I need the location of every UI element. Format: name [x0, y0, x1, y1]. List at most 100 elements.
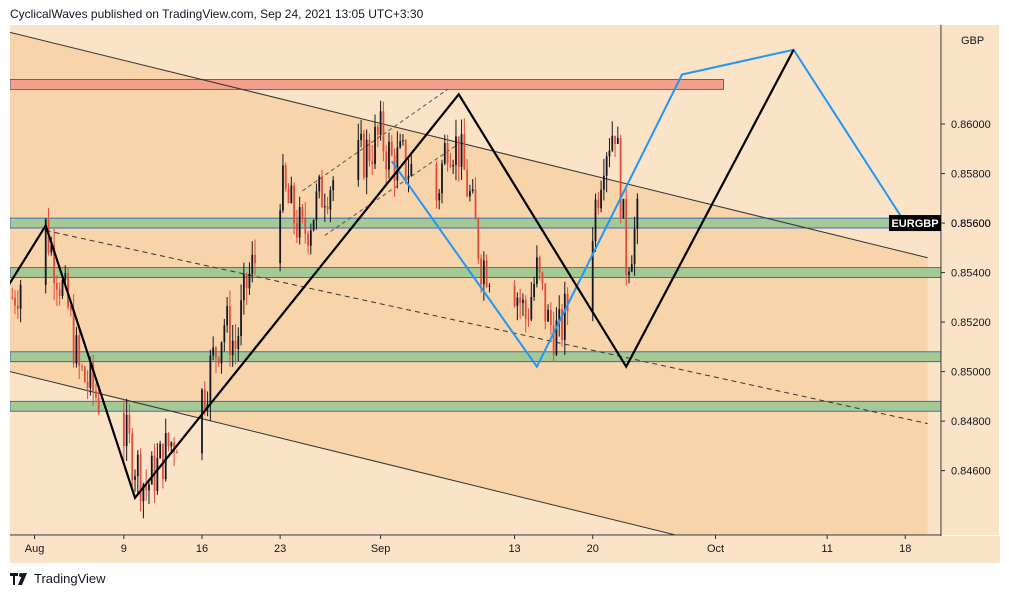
time-tick-label: Oct: [707, 543, 724, 555]
candle-body: [83, 367, 86, 383]
candle-body: [538, 257, 541, 273]
candle-body: [446, 143, 449, 164]
candle-body: [357, 140, 360, 181]
candle-body: [555, 320, 558, 355]
candle-body: [89, 362, 92, 388]
candle-body: [368, 139, 371, 161]
candle-body: [552, 325, 555, 355]
candle-body: [44, 219, 47, 285]
candle-body: [622, 198, 625, 219]
candle-body: [527, 319, 530, 321]
candle-body: [212, 347, 215, 356]
candle-body: [402, 140, 404, 142]
candle-body: [284, 165, 287, 189]
candle-body: [50, 245, 53, 253]
candle-body: [597, 199, 600, 209]
candle-body: [251, 254, 254, 274]
candle-body: [304, 217, 307, 234]
candle-body: [474, 189, 477, 220]
candle-body: [240, 300, 242, 336]
time-tick-label: 20: [587, 543, 599, 555]
candle-body: [385, 151, 388, 170]
currency-label: GBP: [961, 35, 984, 47]
candle-body: [201, 389, 203, 454]
candle-body: [480, 258, 482, 285]
candle-body: [558, 309, 561, 321]
candle-body: [594, 199, 597, 242]
time-tick-label: 11: [821, 543, 832, 555]
candle-body: [215, 347, 217, 358]
candle-body: [441, 163, 443, 194]
candle-body: [636, 198, 639, 229]
candle-body: [516, 297, 519, 307]
candle-body: [295, 222, 298, 238]
candle-body: [326, 206, 329, 210]
support-resistance-zones: [10, 79, 941, 412]
candle-body: [323, 206, 326, 208]
tradingview-branding[interactable]: TradingView: [10, 571, 106, 586]
price-tick-label: 0.84600: [951, 466, 991, 478]
candle-body: [248, 273, 251, 289]
candle-body: [388, 141, 390, 170]
candle-body: [128, 414, 131, 434]
candle-body: [524, 299, 527, 320]
candle-body: [535, 257, 538, 284]
candle-body: [625, 198, 628, 276]
candle-body: [455, 136, 457, 166]
symbol-label: EURGBP: [891, 218, 938, 230]
support-zone-3: [10, 351, 941, 363]
price-axis-bg: [942, 25, 999, 535]
candle-body: [209, 355, 212, 405]
candle-body: [164, 433, 167, 480]
candle-body: [122, 413, 125, 447]
candle-body: [309, 230, 312, 246]
price-tick-label: 0.85600: [951, 218, 991, 230]
candle-body: [55, 283, 58, 290]
candle-body: [457, 136, 460, 167]
candle-body: [167, 433, 170, 447]
candle-body: [362, 133, 365, 178]
channel-lower-line: [10, 371, 678, 535]
candle-body: [382, 111, 385, 152]
candle-body: [11, 297, 14, 299]
candle-body: [602, 175, 605, 190]
candle-body: [365, 139, 368, 178]
candle-body: [533, 283, 536, 298]
time-tick-label: 23: [274, 543, 286, 555]
harmonic-patterns: [10, 48, 907, 501]
candle-body: [254, 254, 256, 264]
price-tick-label: 0.85400: [951, 268, 991, 280]
candle-body: [591, 241, 594, 312]
candle-body: [234, 340, 237, 350]
candle-body: [561, 309, 563, 340]
candle-body: [245, 273, 248, 289]
time-tick-label: 13: [508, 543, 520, 555]
candle-body: [298, 207, 301, 238]
candle-body: [469, 191, 471, 197]
candle-body: [449, 163, 452, 167]
candle-body: [549, 309, 552, 326]
candle-body: [628, 271, 630, 276]
candle-body: [463, 134, 466, 170]
chart-attribution: CyclicalWaves published on TradingView.c…: [10, 7, 424, 21]
candle-body: [452, 165, 455, 167]
time-tick-label: Sep: [371, 543, 391, 555]
time-axis-bg: [10, 536, 1000, 563]
candle-body: [53, 245, 55, 284]
candle-body: [159, 443, 162, 459]
candle-body: [14, 297, 16, 306]
candle-body: [547, 309, 549, 322]
candle-body: [282, 165, 284, 211]
candle-body: [145, 484, 148, 491]
candle-body: [92, 362, 95, 392]
blue-pattern-line: [390, 48, 907, 369]
candle-body: [231, 340, 234, 356]
candle-body: [321, 176, 323, 208]
candle-body: [97, 397, 100, 414]
candle-body: [64, 273, 67, 280]
time-tick-label: 9: [121, 543, 127, 555]
candle-body: [148, 484, 150, 491]
dashed-channel-upper: [302, 88, 448, 192]
candle-body: [203, 389, 206, 409]
